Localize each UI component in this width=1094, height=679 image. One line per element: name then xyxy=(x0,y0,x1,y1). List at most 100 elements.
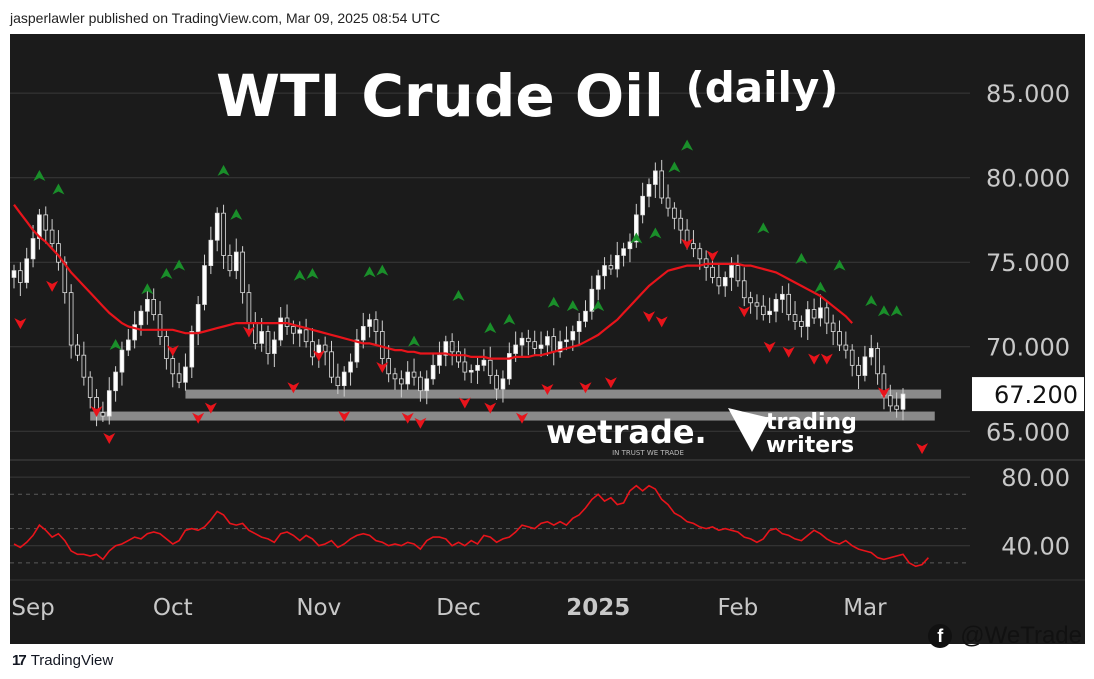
candle xyxy=(81,341,87,386)
candle-body xyxy=(373,319,379,332)
candle xyxy=(418,371,423,402)
buy-arrow xyxy=(408,335,421,347)
candle-body xyxy=(329,351,334,378)
chart-panel[interactable]: 80.00 40.00 85.000 80.000 75.000 70.000 65.00… xyxy=(10,34,1085,644)
candle xyxy=(875,342,880,385)
wetrade-tagline: IN TRUST WE TRADE xyxy=(612,449,684,457)
candle xyxy=(322,336,328,366)
candle xyxy=(830,314,836,346)
candle-body xyxy=(830,322,836,332)
tradingview-logo-icon: 17 xyxy=(12,652,27,669)
candle-body xyxy=(418,376,423,392)
candle-body xyxy=(443,341,449,356)
buy-arrow xyxy=(33,170,46,181)
candle xyxy=(125,328,131,357)
candle xyxy=(545,330,550,357)
candle-body xyxy=(195,304,201,332)
candle xyxy=(208,226,214,275)
candle xyxy=(227,244,233,277)
candle xyxy=(367,313,372,338)
sell-arrow xyxy=(916,443,929,455)
candle-body xyxy=(11,270,17,278)
candle-body xyxy=(767,310,772,316)
candle xyxy=(94,389,99,427)
candle-body xyxy=(570,331,576,341)
candle-body xyxy=(583,310,588,322)
candle-body xyxy=(202,265,207,305)
wetrade-wordmark: wetrade. xyxy=(546,413,707,451)
candle-body xyxy=(551,336,557,353)
candle xyxy=(335,363,341,395)
sell-arrow xyxy=(414,417,427,429)
candle-body xyxy=(246,292,252,324)
candle-body xyxy=(716,277,722,287)
candle xyxy=(868,334,874,366)
time-tick-label: Mar xyxy=(843,595,887,621)
candle-body xyxy=(754,302,760,307)
buy-arrow xyxy=(230,208,243,220)
sell-arrow xyxy=(103,433,116,445)
candle xyxy=(246,284,252,337)
candle xyxy=(106,377,112,425)
candle xyxy=(780,285,785,313)
candle-body xyxy=(621,248,626,256)
sell-arrow xyxy=(681,238,694,250)
candle-body xyxy=(818,307,823,319)
candle xyxy=(100,401,106,422)
candle xyxy=(487,346,493,384)
candle xyxy=(722,271,728,297)
candle xyxy=(551,328,557,366)
sell-arrow xyxy=(287,382,300,394)
candle-body xyxy=(862,356,868,376)
price-chart[interactable]: 80.00 40.00 85.000 80.000 75.000 70.000 65.00… xyxy=(10,34,1085,644)
social-handle: f @WeTrade xyxy=(928,622,1082,650)
candle xyxy=(386,345,391,383)
buy-arrow xyxy=(592,300,605,312)
candle-body xyxy=(494,375,499,390)
candle xyxy=(659,159,665,204)
candle-body xyxy=(227,255,233,272)
buy-arrow xyxy=(141,283,154,295)
candle xyxy=(195,296,201,346)
candle xyxy=(665,184,671,217)
candle xyxy=(729,257,734,291)
buy-arrow xyxy=(173,259,186,271)
candle-body xyxy=(233,251,239,272)
candle-body xyxy=(875,348,880,375)
candle-body xyxy=(259,331,264,344)
sell-arrow xyxy=(338,411,351,423)
candle-body xyxy=(87,376,93,398)
candle-body xyxy=(430,364,436,380)
sell-arrow xyxy=(242,326,255,338)
candle-body xyxy=(354,339,360,363)
candle-body xyxy=(557,341,563,353)
candle xyxy=(627,233,633,263)
candle-body xyxy=(183,366,188,383)
sell-arrow xyxy=(192,412,205,424)
candle xyxy=(462,348,468,381)
candle-body xyxy=(100,412,106,417)
candle xyxy=(881,365,887,410)
candle xyxy=(176,362,182,389)
buy-arrow xyxy=(649,227,662,239)
time-tick-label: Dec xyxy=(436,595,481,621)
sell-arrow xyxy=(820,353,833,365)
candle xyxy=(589,275,595,320)
buy-arrow xyxy=(160,268,173,280)
candle-body xyxy=(894,405,899,410)
buy-arrow xyxy=(293,269,306,281)
sell-arrow xyxy=(655,316,668,328)
candle-body xyxy=(437,354,442,366)
candle-body xyxy=(646,184,652,197)
candle xyxy=(602,257,607,290)
candle xyxy=(284,304,290,335)
candle xyxy=(157,301,163,346)
candle xyxy=(500,370,506,403)
candle-body xyxy=(37,214,42,239)
candle-body xyxy=(887,395,893,407)
candle-body xyxy=(278,317,284,341)
candle xyxy=(672,202,677,230)
sell-arrow xyxy=(782,346,795,358)
candle xyxy=(748,291,753,314)
